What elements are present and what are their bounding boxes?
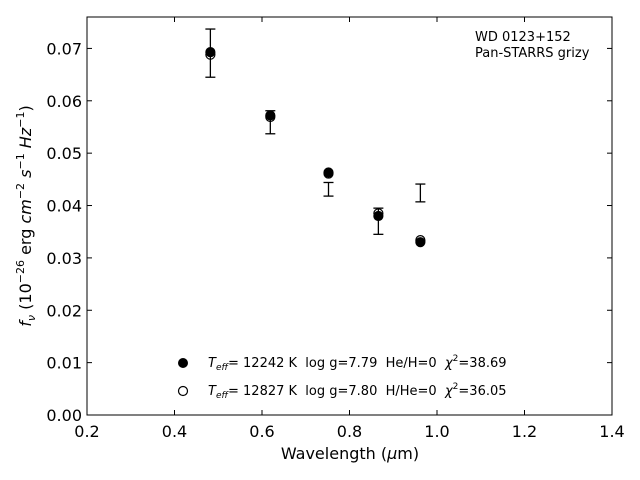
model-point-filled bbox=[373, 210, 384, 222]
y-tick-label: 0.02 bbox=[46, 301, 82, 320]
annotation-line-2: Pan-STARRS grizy bbox=[475, 46, 590, 61]
model-point-filled bbox=[205, 46, 216, 58]
legend-entry-2: Teff= 12827 K log g=7.80 H/He=0 χ2=36.05 bbox=[208, 382, 507, 401]
y-tick-label: 0.03 bbox=[46, 249, 82, 268]
model-point-open bbox=[205, 49, 216, 60]
x-tick-label: 0.4 bbox=[162, 422, 187, 441]
y-tick-label: 0.06 bbox=[46, 92, 82, 111]
legend-marker-open bbox=[177, 385, 189, 397]
x-axis-label: Wavelength (μm) bbox=[281, 444, 419, 463]
y-tick-label: 0.01 bbox=[46, 354, 82, 373]
y-tick-label: 0.00 bbox=[46, 406, 82, 425]
observed-errorbars bbox=[205, 28, 426, 235]
y-tick-label: 0.05 bbox=[46, 144, 82, 163]
model-point-filled bbox=[415, 237, 426, 248]
y-tick-label: 0.07 bbox=[46, 39, 82, 58]
y-axis-label: fν (10−26 erg cm−2 s−1 Hz−1) bbox=[14, 105, 38, 326]
model-points bbox=[205, 46, 426, 248]
y-tick-label: 0.04 bbox=[46, 197, 82, 216]
tick-labels: 0.2 0.4 0.6 0.8 1.0 1.2 1.4 0.00 0.01 0.02 0.03 0.0… bbox=[46, 39, 624, 441]
model-point-open bbox=[265, 111, 276, 123]
x-tick-label: 0.8 bbox=[337, 422, 362, 441]
x-tick-label: 1.2 bbox=[512, 422, 537, 441]
legend: Teff= 12242 K log g=7.79 He/H=0 χ2=38.69… bbox=[177, 354, 507, 401]
x-tick-label: 1.0 bbox=[424, 422, 449, 441]
legend-entry-1: Teff= 12242 K log g=7.79 He/H=0 χ2=38.69 bbox=[208, 354, 507, 373]
legend-marker-filled bbox=[178, 358, 188, 368]
axis-ticks bbox=[86, 17, 613, 416]
model-point-open bbox=[415, 234, 426, 246]
model-point-open bbox=[373, 208, 384, 219]
annotation-line-1: WD 0123+152 bbox=[475, 30, 571, 45]
x-tick-label: 0.6 bbox=[249, 422, 274, 441]
x-tick-label: 0.2 bbox=[74, 422, 99, 441]
model-point-open bbox=[323, 168, 334, 179]
x-tick-label: 1.4 bbox=[599, 422, 624, 441]
